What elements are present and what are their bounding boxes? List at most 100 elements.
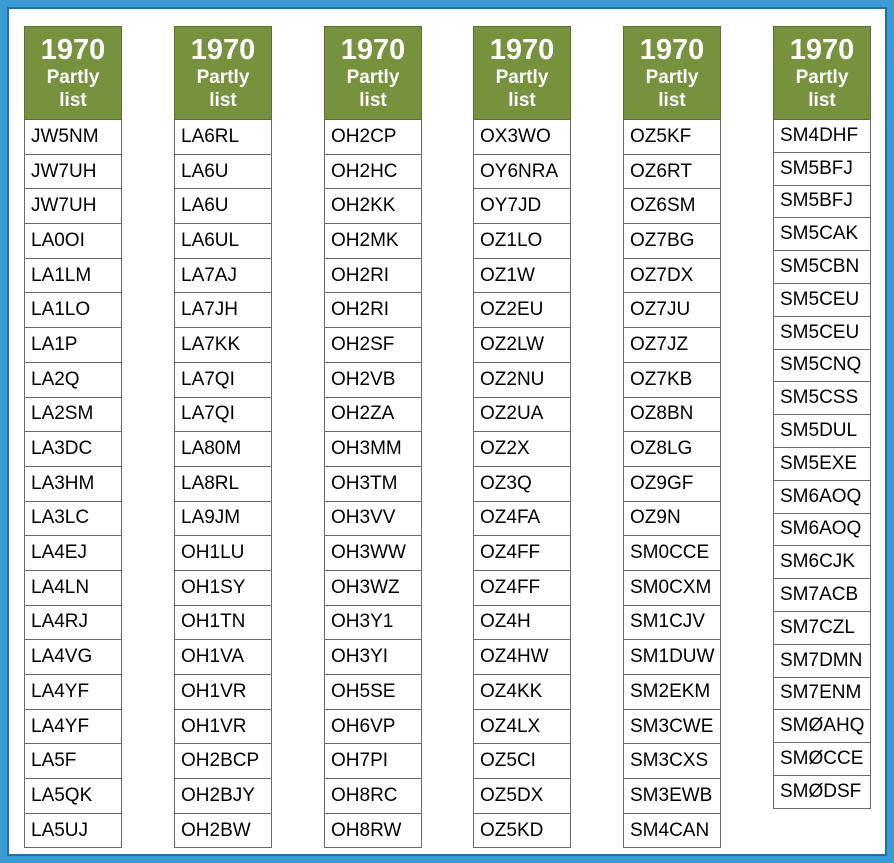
callsign-cell: OZ2UA: [473, 397, 571, 433]
callsign-cell: LA7JH: [174, 293, 272, 329]
callsign-cell: OZ5KF: [623, 120, 721, 155]
column-header: 1970 Partly list: [24, 26, 122, 120]
callsign-cell: JW5NM: [24, 120, 122, 155]
callsign-cell: OH3TM: [324, 466, 422, 502]
callsign-cell: OZ3Q: [473, 466, 571, 502]
callsign-cell: LA7QI: [174, 397, 272, 433]
callsign-cell: OH2RI: [324, 293, 422, 329]
callsign-cell: SM0CXM: [623, 570, 721, 606]
column-subtitle-line-2: list: [209, 90, 237, 111]
callsign-column-1: 1970 Partly list JW5NM JW7UH JW7UH LA0OI LA1LM L…: [24, 26, 122, 849]
column-subtitle-line-2: list: [508, 90, 536, 111]
column-header: 1970 Partly list: [623, 26, 721, 120]
callsign-cell: OZ7DX: [623, 258, 721, 294]
callsign-cell: OH3VV: [324, 501, 422, 537]
callsign-cell: OZ5KD: [473, 813, 571, 849]
callsign-cell: OZ2LW: [473, 328, 571, 363]
callsign-cell: OZ4FA: [473, 501, 571, 537]
column-year: 1970: [789, 34, 855, 66]
callsign-cell: LA6U: [174, 154, 272, 190]
column-subtitle-line-2: list: [59, 90, 87, 111]
callsign-cell: OH3Y1: [324, 605, 422, 641]
callsign-cell: SM5CBN: [773, 251, 871, 284]
callsign-cell: SMØDSF: [773, 775, 871, 809]
callsign-cell: OH1TN: [174, 605, 272, 641]
callsign-cell: OZ7KB: [623, 362, 721, 398]
callsign-cell: SM5CEU: [773, 316, 871, 350]
callsign-cell: SM5BFJ: [773, 152, 871, 186]
callsign-cell: OZ4FF: [473, 536, 571, 571]
callsign-cell: SM7ACB: [773, 579, 871, 612]
callsign-cell: OH2BW: [174, 813, 272, 849]
callsign-cell: OZ4HW: [473, 640, 571, 675]
column-year: 1970: [639, 34, 705, 66]
callsign-cell: OH8RC: [324, 779, 422, 814]
callsign-cell: JW7UH: [24, 189, 122, 225]
column-header: 1970 Partly list: [174, 26, 272, 120]
callsign-cell: OH1LU: [174, 536, 272, 571]
callsign-cell: OZ4H: [473, 605, 571, 641]
callsign-cell: LA8RL: [174, 466, 272, 502]
callsign-cell: SMØCCE: [773, 743, 871, 776]
callsign-cell: OH2KK: [324, 189, 422, 225]
callsign-cell: OZ7BG: [623, 224, 721, 259]
column-year: 1970: [40, 34, 106, 66]
callsign-cell: SM6AOQ: [773, 480, 871, 514]
callsign-cell: OZ6RT: [623, 154, 721, 190]
callsign-cell: LA4LN: [24, 570, 122, 606]
callsign-cell: OH2VB: [324, 362, 422, 398]
callsign-cell: OZ9GF: [623, 466, 721, 502]
callsign-cell: OZ7JZ: [623, 328, 721, 363]
callsign-cell: OH2BCP: [174, 744, 272, 780]
column-subtitle-line-1: Partly: [495, 67, 549, 88]
callsign-cell: LA6RL: [174, 120, 272, 155]
callsign-cell: OH3WZ: [324, 570, 422, 606]
callsign-cell: SM4CAN: [623, 813, 721, 849]
callsign-cell: LA7AJ: [174, 258, 272, 294]
callsign-cell: SM7DMN: [773, 644, 871, 678]
callsign-cell: OH3MM: [324, 432, 422, 467]
callsign-cell: LA6U: [174, 189, 272, 225]
callsign-cell: SMØAHQ: [773, 710, 871, 744]
callsign-cell: SM6CJK: [773, 546, 871, 580]
callsign-cell: OH2CP: [324, 120, 422, 155]
callsign-cell: OH2RI: [324, 258, 422, 294]
column-subtitle-line-1: Partly: [196, 67, 250, 88]
callsign-cell: OH2MK: [324, 224, 422, 259]
callsign-cell: OZ4LX: [473, 709, 571, 745]
callsign-cell: OZ1W: [473, 258, 571, 294]
callsign-cell: SM1DUW: [623, 640, 721, 675]
column-subtitle-line-1: Partly: [46, 67, 100, 88]
column-subtitle-line-1: Partly: [645, 67, 699, 88]
callsign-cell: LA2Q: [24, 362, 122, 398]
column-subtitle-line-2: list: [359, 90, 387, 111]
callsign-cell: OH1VA: [174, 640, 272, 675]
callsign-cell: LA4RJ: [24, 605, 122, 641]
callsign-cell: LA7QI: [174, 362, 272, 398]
callsign-cell: OH1VR: [174, 709, 272, 745]
callsign-cell: SM5CNQ: [773, 349, 871, 383]
callsign-column-3: 1970 Partly list OH2CP OH2HC OH2KK OH2MK OH2RI O…: [324, 26, 422, 849]
callsign-cell: OH1SY: [174, 570, 272, 606]
callsign-cell: OZ8BN: [623, 397, 721, 433]
callsign-cell: JW7UH: [24, 154, 122, 190]
callsign-cell: SM0CCE: [623, 536, 721, 571]
callsign-cell: SM7ENM: [773, 677, 871, 711]
callsign-cell: SM3EWB: [623, 779, 721, 814]
column-subtitle-line-2: list: [808, 90, 836, 111]
callsign-cell: LA4VG: [24, 640, 122, 675]
callsign-cell: LA4EJ: [24, 536, 122, 571]
callsign-cell: OH8RW: [324, 813, 422, 849]
callsign-cell: LA1P: [24, 328, 122, 363]
callsign-cell: LA9JM: [174, 501, 272, 537]
callsign-cell: OH2HC: [324, 154, 422, 190]
column-header: 1970 Partly list: [473, 26, 571, 120]
callsign-cell: LA4YF: [24, 675, 122, 710]
callsign-cell: OH6VP: [324, 709, 422, 745]
callsign-cell: SM3CXS: [623, 744, 721, 780]
callsign-cell: OY6NRA: [473, 154, 571, 190]
callsign-cell: SM6AOQ: [773, 513, 871, 547]
callsign-cell: OH3YI: [324, 640, 422, 675]
column-subtitle-line-1: Partly: [795, 67, 849, 88]
callsign-cell: OZ5DX: [473, 779, 571, 814]
